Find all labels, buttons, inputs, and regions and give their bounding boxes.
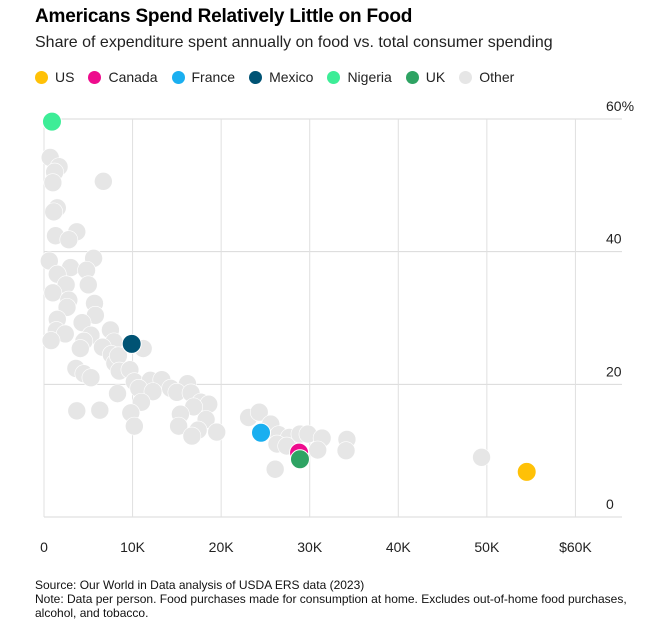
data-point-uk (289, 449, 310, 470)
legend-swatch (35, 70, 48, 84)
legend-swatch (405, 70, 419, 84)
data-point-other (67, 401, 87, 421)
data-point-france (251, 422, 271, 443)
legend-item-other: Other (459, 69, 514, 85)
data-point-other (41, 331, 61, 350)
legend-item-uk: UK (405, 69, 446, 85)
legend-swatch (459, 70, 473, 84)
data-point-us (516, 461, 537, 482)
legend-item-us: US (35, 69, 74, 85)
data-point-other (43, 283, 63, 303)
data-point-other (44, 202, 64, 222)
x-tick-label: 40K (386, 539, 412, 555)
x-tick-label: 0 (40, 539, 48, 555)
legend-label: Mexico (269, 69, 314, 85)
legend-swatch (88, 70, 102, 84)
data-point-other (169, 416, 188, 436)
legend-item-mexico: Mexico (249, 69, 313, 85)
data-point-other (207, 422, 227, 442)
legend-label: US (55, 69, 75, 85)
chart-footer: Source: Our World in Data analysis of US… (35, 578, 635, 620)
chart-legend: US Canada France Mexico Nigeria UK Other (35, 69, 528, 85)
data-point-mexico (121, 333, 142, 354)
chart-subtitle: Share of expenditure spent annually on f… (35, 34, 553, 51)
legend-label: Nigeria (347, 69, 392, 85)
data-point-other (59, 230, 79, 250)
data-point-other (265, 459, 285, 479)
legend-label: Other (479, 69, 515, 85)
data-point-other (125, 416, 144, 436)
data-point-other (472, 447, 491, 467)
x-tick-label: 50K (474, 539, 500, 555)
legend-swatch (171, 70, 185, 84)
data-point-other (94, 172, 113, 191)
legend-item-nigeria: Nigeria (327, 69, 392, 85)
data-point-other (90, 400, 110, 420)
data-point-other (43, 173, 63, 192)
data-point-other (78, 275, 98, 295)
data-point-other (143, 382, 163, 401)
x-tick-label: 30K (297, 539, 323, 555)
x-tick-label: 10K (120, 539, 146, 555)
data-point-other (336, 441, 356, 460)
legend-item-canada: Canada (88, 69, 158, 85)
data-point-other (71, 339, 90, 358)
legend-swatch (249, 70, 263, 84)
legend-swatch (327, 70, 341, 84)
y-tick-label: 20 (606, 363, 622, 379)
y-tick-label: 60% (606, 98, 634, 114)
y-tick-label: 40 (606, 231, 622, 247)
data-point-other (308, 440, 327, 460)
y-tick-label: 0 (606, 496, 614, 512)
data-point-nigeria (41, 111, 62, 132)
chart-title: Americans Spend Relatively Little on Foo… (35, 6, 413, 27)
data-point-other (182, 426, 202, 446)
data-point-other (108, 384, 127, 403)
legend-label: Canada (108, 69, 158, 85)
x-tick-label: $60K (559, 539, 592, 555)
legend-item-france: France (171, 69, 236, 85)
data-point-other (249, 402, 269, 422)
methodology-note: Note: Data per person. Food purchases ma… (35, 592, 627, 620)
data-point-other (81, 368, 101, 388)
legend-label: France (191, 69, 236, 85)
source-note: Source: Our World in Data analysis of US… (35, 578, 365, 592)
x-tick-label: 20K (209, 539, 235, 555)
legend-label: UK (425, 69, 446, 85)
